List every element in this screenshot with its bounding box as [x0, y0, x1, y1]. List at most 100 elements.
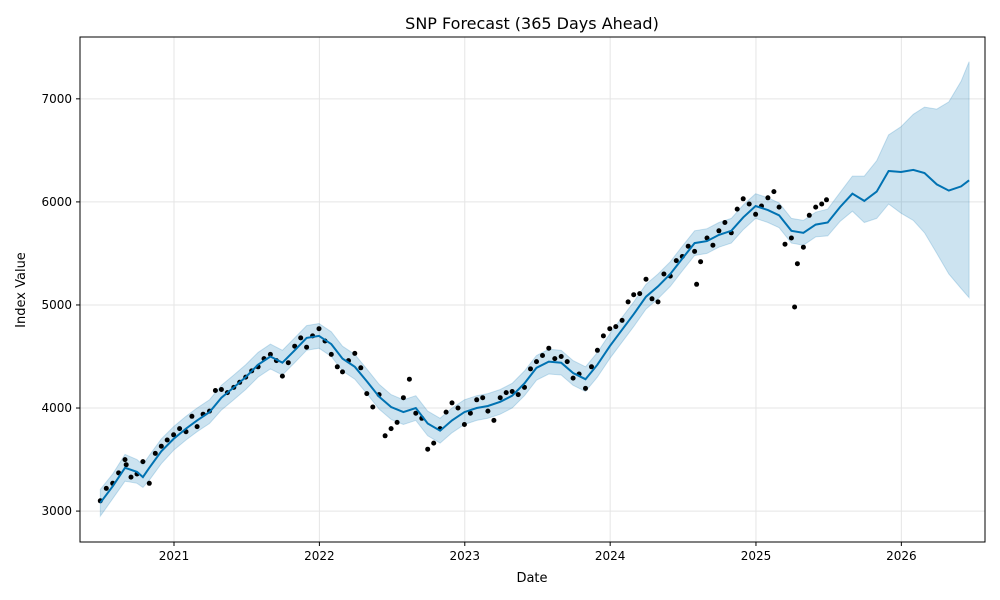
x-tick-label: 2024	[595, 549, 626, 563]
observed-point	[340, 369, 345, 375]
observed-point	[461, 422, 467, 427]
observed-point	[734, 206, 740, 212]
observed-point	[546, 345, 552, 351]
observed-point	[509, 389, 515, 394]
observed-point	[140, 459, 146, 465]
observed-point	[103, 485, 109, 491]
observed-point	[813, 204, 819, 210]
observed-point	[171, 432, 177, 438]
x-axis-ticks: 2021 2022 2023 2024 2025 2026	[159, 542, 917, 563]
observed-point	[334, 364, 340, 370]
observed-point	[698, 259, 704, 265]
observed-point	[771, 189, 777, 195]
observed-point	[649, 296, 655, 302]
observed-point	[503, 390, 509, 396]
y-axis-ticks: 3000 4000 5000 6000 7000	[41, 92, 80, 518]
observed-point	[806, 212, 812, 218]
observed-point	[304, 344, 310, 350]
observed-point	[776, 204, 782, 210]
observed-point	[753, 211, 759, 217]
observed-point	[625, 299, 631, 305]
observed-point	[794, 261, 800, 267]
observed-point	[194, 424, 200, 430]
observed-point	[570, 375, 576, 381]
observed-point	[218, 387, 224, 392]
observed-point	[716, 228, 722, 234]
observed-point	[474, 397, 480, 403]
observed-point	[358, 365, 364, 371]
observed-point	[522, 384, 527, 390]
observed-point	[122, 457, 128, 463]
observed-point	[406, 376, 412, 382]
observed-point	[564, 359, 570, 365]
observed-point	[352, 350, 358, 356]
observed-point	[497, 395, 503, 401]
observed-point	[740, 196, 746, 202]
observed-point	[267, 351, 273, 357]
observed-point	[480, 395, 486, 401]
observed-point	[455, 405, 461, 411]
observed-point	[449, 400, 455, 406]
observed-point	[607, 326, 613, 332]
observed-point	[819, 201, 825, 207]
plot-area	[79, 36, 986, 543]
observed-point	[316, 326, 322, 332]
observed-point	[765, 195, 771, 201]
observed-point	[540, 353, 545, 358]
observed-point	[710, 242, 716, 248]
observed-point	[515, 392, 521, 398]
observed-point	[643, 276, 649, 282]
observed-point	[528, 366, 533, 372]
observed-point	[152, 450, 158, 456]
observed-point	[746, 201, 752, 207]
observed-point	[388, 426, 394, 432]
observed-point	[298, 335, 304, 341]
observed-point	[400, 395, 406, 401]
observed-point	[782, 241, 788, 247]
x-tick-label: 2026	[886, 549, 917, 563]
observed-point	[661, 271, 667, 277]
observed-point	[128, 474, 134, 480]
observed-point	[189, 413, 195, 419]
forecast-series-line	[99, 168, 970, 504]
observed-point	[292, 343, 298, 349]
x-axis-label: Date	[516, 571, 547, 586]
observed-point	[164, 437, 170, 443]
observed-point	[328, 351, 334, 357]
y-axis-label: Index Value	[14, 252, 29, 328]
observed-point	[431, 440, 437, 446]
observed-point	[613, 324, 619, 330]
observed-point	[631, 292, 637, 298]
forecast-line	[99, 168, 970, 504]
y-tick-label: 6000	[41, 195, 72, 209]
observed-point	[792, 304, 798, 310]
observed-point	[413, 410, 419, 416]
observed-point	[694, 281, 700, 287]
observed-point	[594, 347, 600, 353]
observed-point	[600, 333, 606, 339]
observed-points	[97, 189, 829, 504]
observed-point	[824, 197, 829, 203]
observed-point	[685, 243, 691, 249]
observed-point	[704, 235, 710, 241]
observed-point	[673, 258, 679, 264]
observed-point	[583, 385, 588, 391]
x-tick-label: 2025	[741, 549, 772, 563]
observed-point	[589, 364, 594, 370]
observed-point	[364, 391, 370, 397]
observed-point	[425, 446, 431, 452]
observed-point	[146, 480, 152, 486]
observed-point	[285, 360, 291, 366]
uncertainty-band	[99, 61, 970, 518]
observed-point	[485, 408, 491, 414]
observed-point	[394, 419, 400, 425]
observed-point	[800, 244, 806, 250]
uncertainty-band-area	[99, 61, 970, 518]
y-tick-label: 5000	[41, 298, 72, 312]
observed-point	[788, 235, 794, 241]
x-tick-label: 2021	[159, 549, 190, 563]
observed-point	[637, 291, 643, 297]
observed-point	[558, 354, 564, 359]
